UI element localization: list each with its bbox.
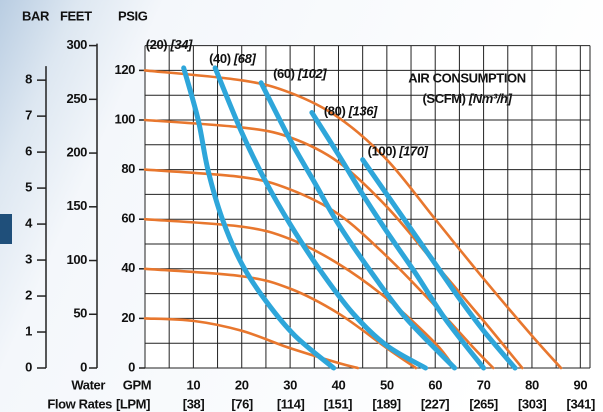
curve-label: [136] [348,104,378,119]
x2-tick-label: [76] [231,396,253,411]
bar-tick-label: 5 [25,180,32,195]
x2-tick-label: [303] [518,396,546,411]
curve [143,69,563,370]
x-tick-label: 40 [332,377,346,392]
x-tick-label: 90 [573,377,587,392]
psig-header: PSIG [118,8,148,23]
x-unit: GPM [123,377,151,392]
feet-tick-label: 200 [67,145,88,160]
x-tick-label: 70 [477,377,491,392]
bar-tick-label: 6 [25,144,32,159]
bar-tick-label: 4 [25,216,33,231]
bar-tick-label: 0 [25,359,32,374]
curve-label: [68] [233,51,257,66]
annotation: AIR CONSUMPTION [408,70,526,85]
feet-header: FEET [60,8,92,23]
x-title: Water [71,377,105,392]
feet-tick-label: 100 [67,252,88,267]
curve-label: (20) [146,37,168,52]
curve-label: (80) [324,104,346,119]
feet-tick-label: 300 [67,37,88,52]
plot-area [145,45,590,368]
y-tick-label: 40 [121,260,135,275]
y-tick-label: 100 [115,111,136,126]
bar-tick-label: 3 [25,251,32,266]
curve-label: [102] [297,66,327,81]
x2-unit: [LPM] [116,396,150,411]
curve-label: [34] [169,37,193,52]
curve [309,110,487,371]
x2-tick-label: [265] [469,396,497,411]
y-tick-label: 80 [121,161,135,176]
x2-tick-label: [114] [277,396,305,411]
x2-tick-label: [227] [421,396,449,411]
y-tick-label: 60 [121,211,135,226]
x-tick-label: 50 [380,377,394,392]
x-title: Flow Rates [47,396,112,411]
y-tick-label: 20 [121,310,135,325]
curve [181,65,337,371]
curve [143,317,360,370]
curve-label: (20) [34] [146,37,193,52]
x2-tick-label: [189] [372,396,400,411]
x-tick-label: 60 [428,377,442,392]
feet-tick-label: 0 [80,359,87,374]
x-tick-label: 30 [283,377,297,392]
bar-tick-label: 1 [25,323,32,338]
x2-tick-label: [151] [324,396,352,411]
curve [258,80,458,371]
curve-label: (80) [136] [324,104,378,119]
photo-fragment [0,214,12,244]
curve-label: (100) [170] [368,144,429,159]
curve-label: [170] [398,144,428,159]
bar-header: BAR [22,8,50,23]
annotation: (SCFM) [Nm³/h] [423,91,513,106]
annotation: [Nm³/h] [468,91,513,106]
bar-tick-label: 7 [25,108,32,123]
curve-label: (40) [209,51,231,66]
curve-label: (100) [368,144,396,159]
bar-tick-label: 8 [25,72,32,87]
feet-tick-label: 250 [67,91,88,106]
x2-tick-label: [38] [183,396,205,411]
curve [143,168,495,370]
x2-tick-label: [341] [567,396,595,411]
bar-tick-label: 2 [25,287,32,302]
y-tick-label: 120 [115,62,136,77]
curve [143,217,456,370]
x-tick-label: 80 [525,377,539,392]
feet-tick-label: 150 [67,198,88,213]
feet-tick-label: 50 [73,306,87,321]
curve-label: (40) [68] [209,51,256,66]
curve [212,65,429,371]
y-tick-label: 0 [128,359,135,374]
curve-label: (60) [102] [273,66,327,81]
curve [360,157,518,371]
x-tick-label: 10 [187,377,201,392]
x-tick-label: 20 [235,377,249,392]
curve-label: (60) [273,66,295,81]
